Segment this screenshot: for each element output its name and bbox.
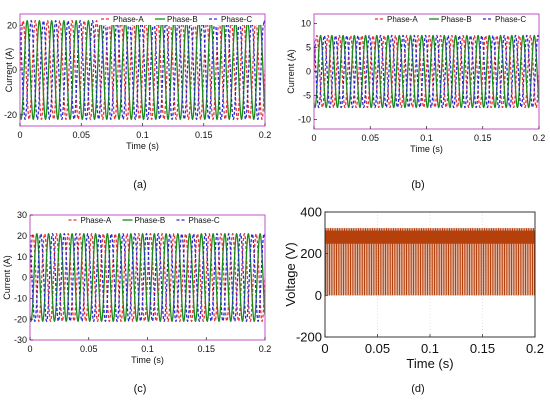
y-tick-label: -30 xyxy=(14,335,27,345)
legend-label: Phase-C xyxy=(189,216,220,225)
series-line-phase-b xyxy=(30,232,265,323)
y-tick-label: 5 xyxy=(306,43,311,53)
x-tick-label: 0.05 xyxy=(365,341,390,356)
y-tick-label: -20 xyxy=(4,110,17,120)
x-tick-label: 0.2 xyxy=(526,341,544,356)
series-group xyxy=(325,228,535,296)
legend-box xyxy=(99,15,263,25)
x-axis-label: Time (s) xyxy=(126,141,159,151)
x-tick-label: 0.05 xyxy=(72,130,90,140)
x-tick-label: 0.15 xyxy=(197,344,215,354)
x-axis-label: Time (s) xyxy=(406,356,453,371)
panel-caption-c: (c) xyxy=(134,383,147,395)
legend-label: Phase-B xyxy=(135,216,166,225)
legend-label: Phase-C xyxy=(495,15,526,24)
panel-caption-b: (b) xyxy=(411,179,424,191)
y-tick-label: 400 xyxy=(300,205,322,220)
y-tick-label: 0 xyxy=(306,67,311,77)
x-tick-label: 0 xyxy=(321,341,328,356)
y-tick-label: 20 xyxy=(7,20,17,30)
series-line-phase-a xyxy=(20,20,265,120)
x-tick-label: 0.15 xyxy=(195,130,213,140)
legend-box xyxy=(373,15,537,25)
x-tick-label: 0.1 xyxy=(421,341,439,356)
y-tick-label: 0 xyxy=(12,65,17,75)
y-tick-label: -10 xyxy=(14,293,27,303)
series-line-phase-b xyxy=(20,19,265,121)
x-axis-label: Time (s) xyxy=(410,144,443,154)
x-tick-label: 0.15 xyxy=(470,341,495,356)
legend-label: Phase-A xyxy=(81,216,112,225)
y-tick-label: 20 xyxy=(17,231,27,241)
series-line-phase-a xyxy=(314,34,539,109)
series-group xyxy=(20,19,265,121)
series-line-phase-c xyxy=(30,232,265,323)
y-tick-label: 10 xyxy=(301,19,311,29)
x-tick-label: 0.15 xyxy=(474,133,492,143)
legend-label: Phase-B xyxy=(167,15,198,24)
y-tick-label: -10 xyxy=(298,115,311,125)
chart-panel-c: 0 0.05 0.1 0.15 0.2 -30 -20 -10 0 10 20 30 Time (s) C… xyxy=(2,210,271,395)
y-tick-label: -200 xyxy=(296,330,322,345)
x-tick-label: 0 xyxy=(17,130,22,140)
x-tick-label: 0 xyxy=(311,133,316,143)
x-axis-label: Time (s) xyxy=(131,355,164,365)
legend-label: Phase-C xyxy=(221,15,252,24)
y-axis-label: Current (A) xyxy=(2,255,12,300)
y-tick-label: -5 xyxy=(303,91,311,101)
x-tick-label: 0.1 xyxy=(136,130,149,140)
x-tick-label: 0.1 xyxy=(420,133,433,143)
x-tick-label: 0.2 xyxy=(259,344,272,354)
y-tick-label: 0 xyxy=(315,288,322,303)
y-tick-label: 10 xyxy=(17,252,27,262)
legend-label: Phase-A xyxy=(387,15,418,24)
y-tick-label: -20 xyxy=(14,314,27,324)
x-tick-label: 0.2 xyxy=(259,130,272,140)
series-group xyxy=(314,34,539,109)
legend-label: Phase-A xyxy=(113,15,144,24)
x-tick-label: 0.05 xyxy=(361,133,379,143)
x-tick-label: 0.05 xyxy=(80,344,98,354)
y-tick-label: 0 xyxy=(22,273,27,283)
chart-panel-b: 0 0.05 0.1 0.15 0.2 -10 -5 0 5 10 Time (s) Current … xyxy=(286,13,546,191)
y-tick-label: 200 xyxy=(300,246,322,261)
series-line-phase-b xyxy=(314,34,539,109)
series-line-phase-a xyxy=(30,233,265,322)
series-group xyxy=(30,232,265,323)
series-line-phase-c xyxy=(20,19,265,121)
y-tick-label: 30 xyxy=(17,210,27,220)
legend-label: Phase-B xyxy=(441,15,472,24)
y-axis-label: Current (A) xyxy=(4,48,14,93)
series-line-phase-c xyxy=(314,34,539,109)
series-line-voltage xyxy=(325,228,535,296)
x-tick-label: 0.2 xyxy=(533,133,546,143)
legend-box xyxy=(66,216,231,226)
y-axis-label: Current (A) xyxy=(286,49,296,94)
y-axis-label: Voltage (V) xyxy=(283,242,298,306)
panel-caption-d: (d) xyxy=(411,383,424,395)
panel-caption-a: (a) xyxy=(133,179,146,191)
x-tick-label: 0 xyxy=(27,344,32,354)
x-tick-label: 0.1 xyxy=(141,344,154,354)
